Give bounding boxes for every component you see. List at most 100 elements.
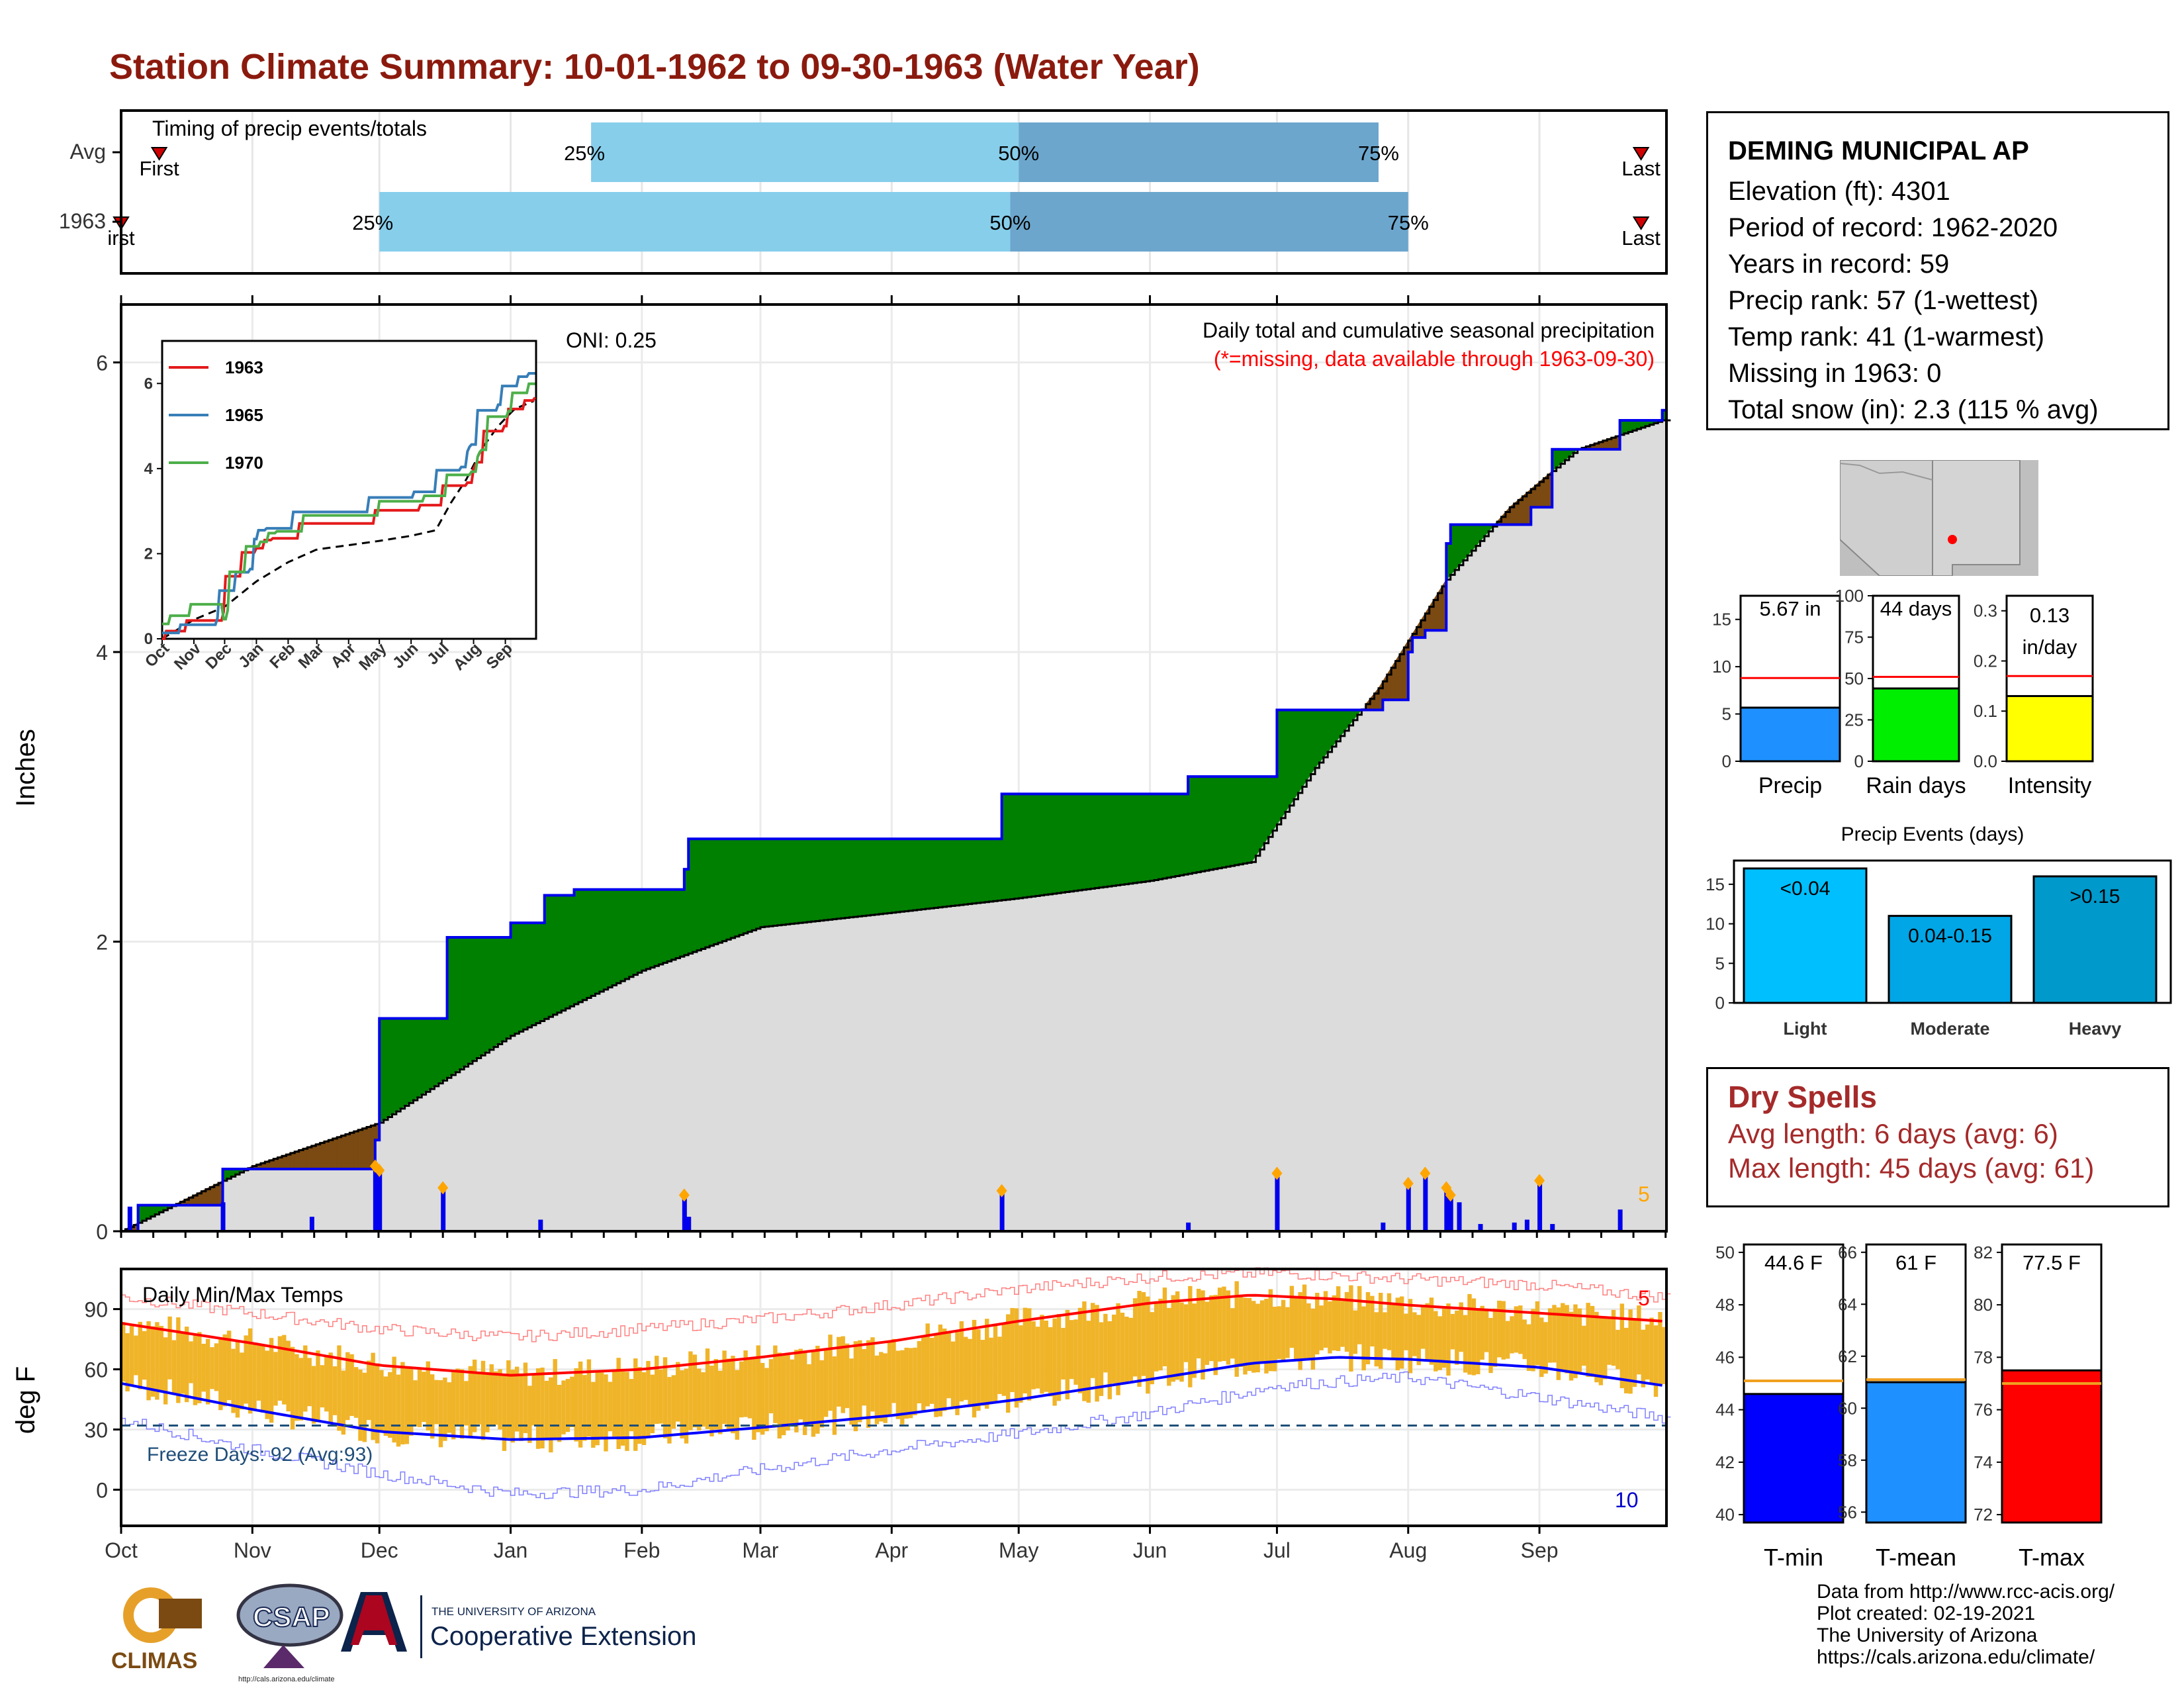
- daily-temp-bar: [184, 1327, 189, 1403]
- above-average-fill: [553, 895, 558, 1015]
- daily-temp-bar: [214, 1343, 219, 1391]
- daily-temp-bar: [477, 1372, 481, 1425]
- above-average-fill: [735, 838, 740, 937]
- climas-logo: CLIMAS: [111, 1587, 202, 1673]
- daily-temp-bar: [489, 1364, 494, 1427]
- daily-temp-bar: [1569, 1311, 1574, 1381]
- csap-logo-text: CSAP: [253, 1601, 330, 1632]
- above-average-fill: [603, 889, 609, 990]
- above-average-fill: [942, 838, 947, 908]
- above-average-fill: [654, 889, 659, 966]
- above-average-fill: [1107, 793, 1113, 887]
- above-average-fill: [946, 838, 952, 907]
- extreme-precip-marker: [1534, 1174, 1545, 1188]
- daily-temp-bar: [718, 1370, 723, 1434]
- daily-temp-bar: [1082, 1301, 1087, 1401]
- daily-temp-bar: [904, 1347, 909, 1419]
- daily-temp-bar: [883, 1353, 887, 1423]
- above-average-fill: [1065, 793, 1070, 893]
- daily-temp-bar: [261, 1344, 265, 1413]
- precip-subheader: (*=missing, data available through 1963-…: [1214, 347, 1655, 371]
- above-average-fill: [1030, 793, 1036, 897]
- daily-precip-bar: [1444, 1188, 1449, 1231]
- daily-temp-bar: [913, 1347, 917, 1415]
- daily-temp-bar: [608, 1382, 613, 1432]
- daily-temp-bar: [1349, 1285, 1353, 1372]
- daily-precip-bar: [538, 1219, 543, 1231]
- above-average-fill: [662, 889, 668, 964]
- daily-temp-bar: [684, 1368, 689, 1444]
- daily-temp-bar: [887, 1340, 892, 1415]
- above-average-fill: [1136, 793, 1142, 883]
- daily-temp-bar: [544, 1380, 549, 1438]
- timing-bar-late: [1019, 122, 1379, 182]
- daily-temp-bar: [841, 1336, 845, 1413]
- temp-tick-label: 76: [1974, 1400, 1993, 1420]
- above-average-fill: [794, 838, 799, 924]
- daily-temp-bar: [277, 1336, 283, 1401]
- daily-temp-bar: [1196, 1288, 1201, 1359]
- csap-url: http://cals.arizona.edu/climate: [238, 1675, 335, 1683]
- below-average-fill: [332, 1137, 338, 1170]
- below-average-fill: [357, 1127, 363, 1170]
- temp-tick-label: 66: [1838, 1243, 1857, 1262]
- daily-precip-bar: [1617, 1209, 1623, 1231]
- daily-temp-bar: [240, 1352, 244, 1410]
- above-average-fill: [1005, 793, 1011, 900]
- above-average-fill: [1090, 793, 1095, 890]
- daily-temp-bar: [1459, 1302, 1463, 1352]
- above-average-fill: [396, 1017, 401, 1112]
- inset-month-label: Jul: [424, 639, 453, 669]
- above-average-fill: [878, 838, 884, 915]
- events-tick-label: 5: [1715, 953, 1725, 973]
- daily-temp-bar: [523, 1362, 528, 1433]
- daily-temp-bar: [1141, 1291, 1146, 1376]
- events-title: Precip Events (days): [1841, 823, 2025, 845]
- daily-temp-bar: [1501, 1301, 1506, 1360]
- above-average-fill: [531, 922, 537, 1026]
- below-average-fill: [324, 1139, 329, 1170]
- above-average-fill: [1200, 776, 1206, 872]
- inset-y-tick: 6: [144, 375, 153, 393]
- above-average-fill: [954, 838, 960, 906]
- above-average-fill: [841, 838, 846, 919]
- daily-temp-bar: [641, 1372, 647, 1446]
- above-average-fill: [1158, 793, 1163, 880]
- summary-tick-label: 25: [1844, 710, 1864, 730]
- daily-temp-bar: [1222, 1286, 1226, 1362]
- daily-temp-bar: [1336, 1286, 1341, 1351]
- above-average-fill: [612, 889, 617, 986]
- above-average-fill: [811, 838, 816, 922]
- daily-temp-bar: [1649, 1317, 1654, 1384]
- above-average-fill: [772, 838, 778, 927]
- daily-precip-bar: [1457, 1202, 1462, 1231]
- above-average-fill: [874, 838, 880, 915]
- logos: CLIMAS CSAP http://cals.arizona.edu/clim…: [111, 1583, 696, 1683]
- daily-temp-bar: [726, 1358, 731, 1430]
- above-average-fill: [489, 937, 494, 1051]
- inset-month-label: Mar: [295, 639, 328, 672]
- daily-temp-bar: [768, 1359, 774, 1414]
- daily-temp-bar: [1526, 1324, 1531, 1371]
- daily-temp-bar: [976, 1329, 981, 1411]
- above-average-fill: [870, 838, 876, 915]
- daily-temp-bar: [1637, 1305, 1641, 1375]
- daily-temp-bar: [1086, 1321, 1091, 1403]
- daily-precip-bar: [373, 1166, 378, 1231]
- daily-temp-bar: [1488, 1317, 1493, 1374]
- temp-frame: [120, 1268, 1668, 1527]
- above-average-fill: [1166, 793, 1172, 878]
- event-category-label: Heavy: [2069, 1019, 2122, 1039]
- daily-temp-bar: [942, 1328, 947, 1411]
- daily-temp-bar: [1238, 1295, 1244, 1368]
- above-average-fill: [518, 922, 524, 1033]
- daily-temp-bar: [430, 1374, 435, 1439]
- above-average-fill: [959, 838, 964, 906]
- summary-bar: [1739, 706, 1841, 763]
- daily-temp-bar: [1632, 1319, 1637, 1387]
- precip-panel: 0 2 4 6 Daily total and cumulative seasonal…: [11, 295, 1671, 1244]
- daily-temp-bar: [1044, 1320, 1049, 1392]
- above-average-fill: [1259, 776, 1265, 851]
- credit-line: https://cals.arizona.edu/climate/: [1817, 1646, 2095, 1668]
- university-of-arizona-logo: THE UNIVERSITY OF ARIZONA Cooperative Ex…: [341, 1592, 696, 1658]
